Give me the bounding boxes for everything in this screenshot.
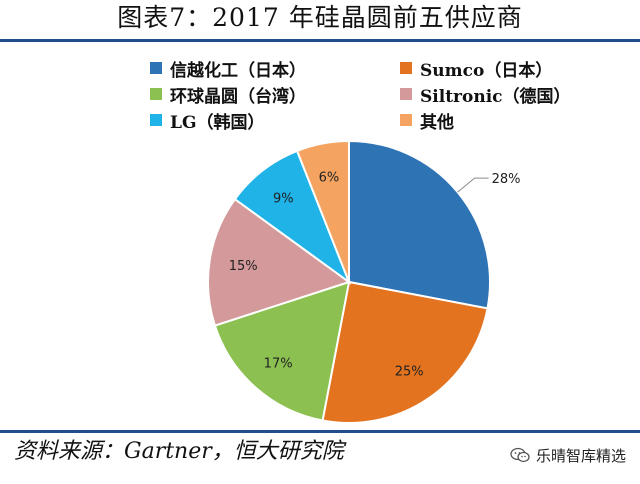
legend-item: Siltronic（德国） xyxy=(400,82,571,107)
legend-swatch xyxy=(400,88,412,100)
source-note: 资料来源：Gartner，恒大研究院 xyxy=(14,439,344,464)
chart-title: 图表7：2017 年硅晶圆前五供应商 xyxy=(117,3,523,32)
legend-item: 其他 xyxy=(400,108,454,133)
data-label: 25% xyxy=(395,365,424,380)
data-label: 28% xyxy=(492,172,521,187)
legend-label: 信越化工（日本） xyxy=(170,60,306,81)
leader-line xyxy=(457,177,489,193)
title-divider xyxy=(0,39,640,42)
legend-item: 环球晶圆（台湾） xyxy=(150,82,306,107)
wechat-icon xyxy=(510,447,530,463)
source-divider xyxy=(0,430,640,433)
data-label: 17% xyxy=(264,356,293,371)
legend-swatch xyxy=(150,62,162,74)
pie-slice xyxy=(321,280,489,424)
chart-legend: 信越化工（日本） Sumco（日本） 环球晶圆（台湾） Siltronic（德国） LG… xyxy=(0,56,640,134)
legend-label: 环球晶圆（台湾） xyxy=(170,86,306,107)
data-label: 9% xyxy=(273,191,294,206)
legend-swatch xyxy=(400,62,412,74)
legend-label: 其他 xyxy=(420,112,454,133)
pie-slice xyxy=(213,280,351,422)
legend-label: LG（韩国） xyxy=(170,112,265,133)
legend-swatch xyxy=(400,114,412,126)
legend-item: LG（韩国） xyxy=(150,108,265,133)
legend-label: Sumco（日本） xyxy=(420,60,553,81)
data-label: 6% xyxy=(319,171,340,186)
pie-slice xyxy=(233,149,352,285)
data-label: 15% xyxy=(229,259,258,274)
pie-slice xyxy=(295,139,350,283)
pie-slice xyxy=(348,139,491,310)
legend-label: Siltronic（德国） xyxy=(420,86,571,107)
legend-item: 信越化工（日本） xyxy=(150,56,306,81)
legend-item: Sumco（日本） xyxy=(400,56,553,81)
legend-swatch xyxy=(150,114,162,126)
pie-slice xyxy=(207,197,352,327)
watermark: 乐晴智库精选 xyxy=(510,444,626,466)
watermark-text: 乐晴智库精选 xyxy=(535,446,626,465)
legend-swatch xyxy=(150,88,162,100)
